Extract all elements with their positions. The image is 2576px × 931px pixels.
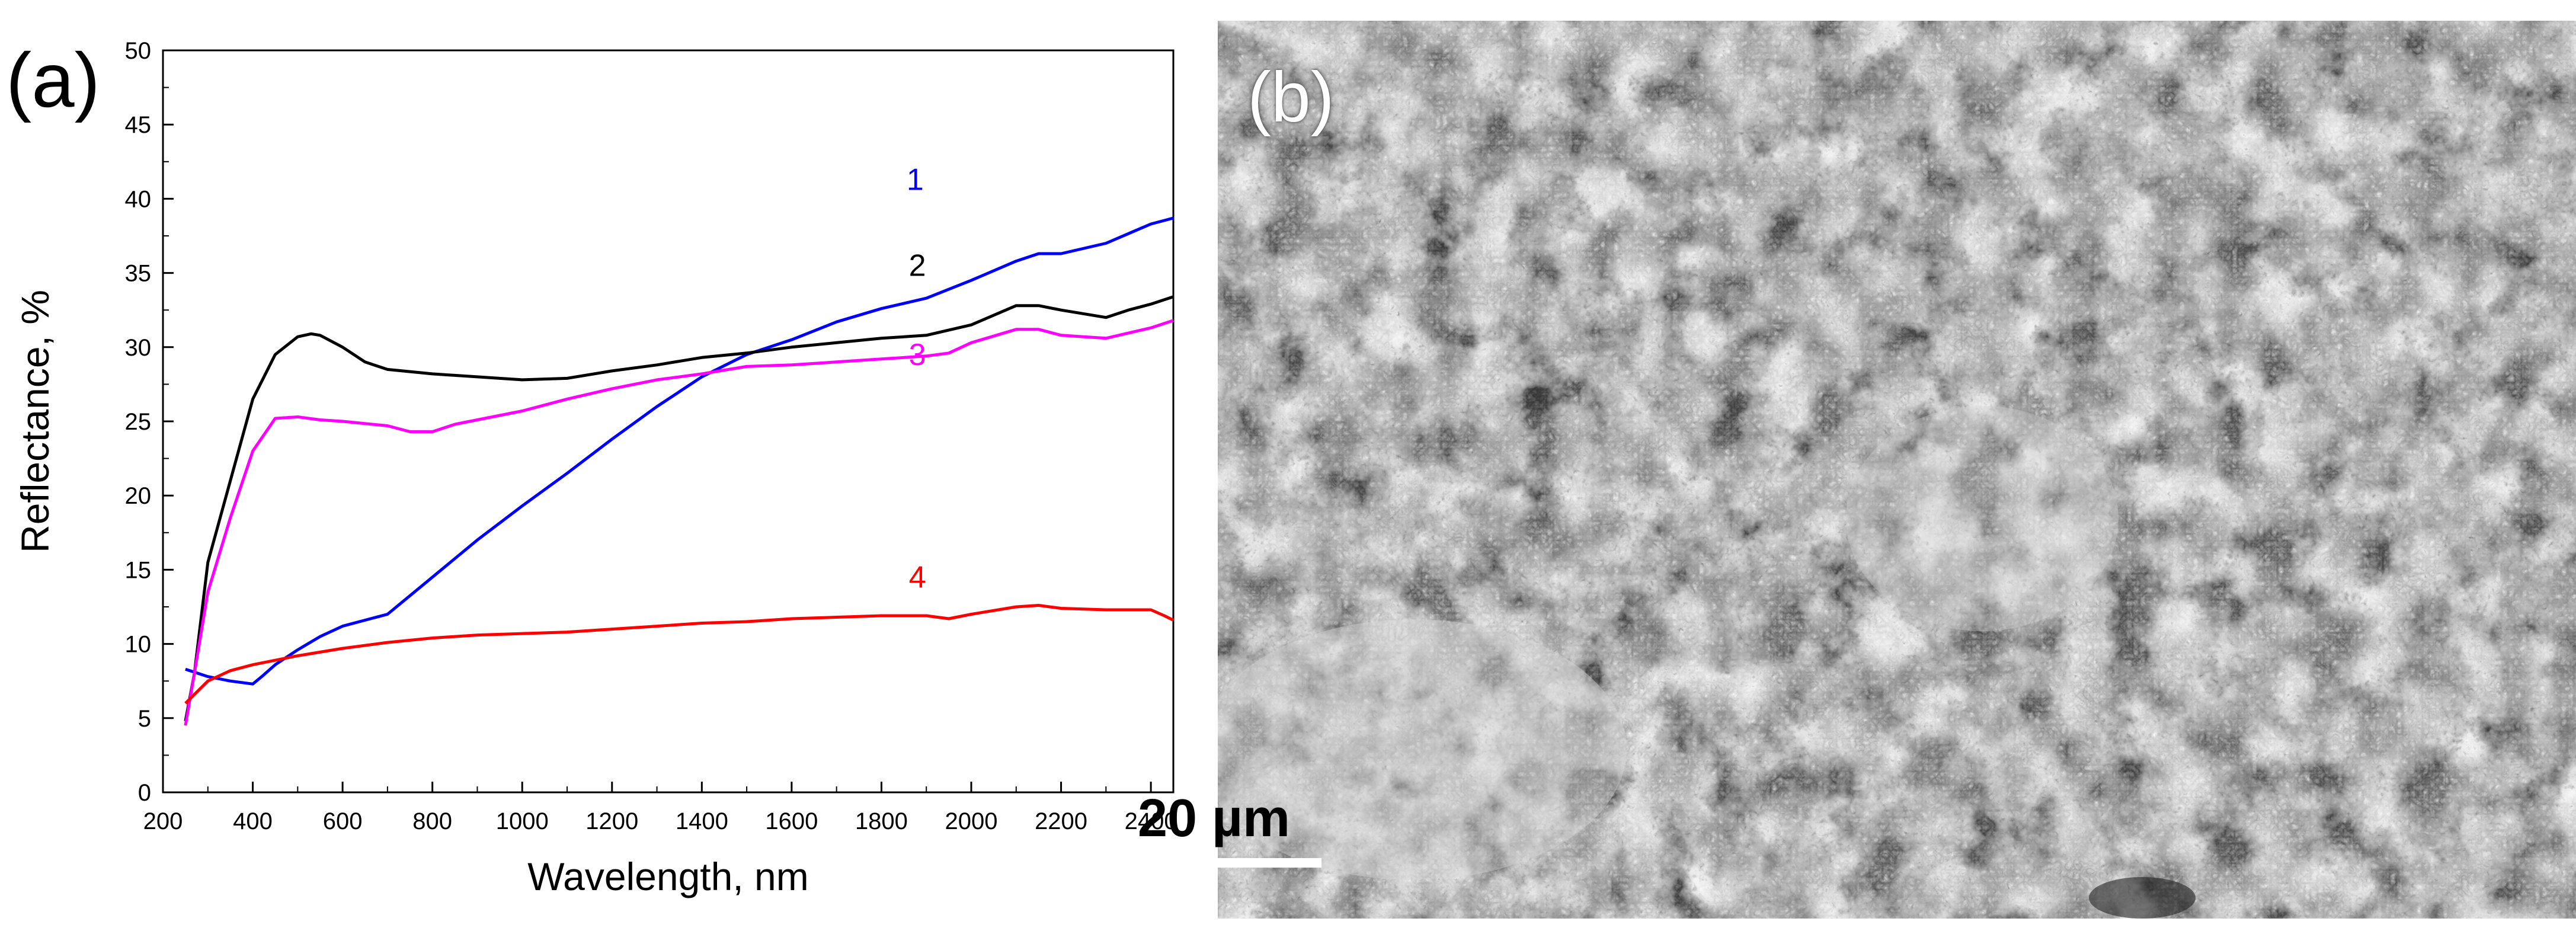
series-3-line [184,319,1174,726]
y-tick-label: 20 [125,483,152,509]
x-tick-label: 2200 [1035,808,1087,834]
reflectance-chart-panel: 200 400 600 800 1000 1200 1400 1600 1800 2000 2200… [0,0,1209,931]
y-tick-label: 50 [125,38,152,64]
x-tick-label: 800 [412,808,452,834]
x-tick-label: 1800 [855,808,908,834]
scale-bar-label: 20 µm [1138,789,1290,848]
x-tick-label: 600 [323,808,363,834]
y-tick-label: 35 [125,261,152,287]
x-tick-label: 2000 [945,808,998,834]
series-4-label: 4 [909,560,926,594]
x-tick-label: 1000 [496,808,549,834]
x-axis-title: Wavelength, nm [527,855,808,898]
sem-image-panel: (b) [1218,21,2576,919]
x-tick-label: 2400 [1125,808,1177,834]
series-1-label: 1 [907,162,924,197]
y-tick-label: 45 [125,112,152,138]
y-tick-label: 10 [125,632,152,658]
x-tick-label: 200 [143,808,183,834]
y-tick-label: 0 [138,780,151,806]
sem-micrograph [1218,21,2576,919]
series-2-label: 2 [909,249,926,283]
panel-a-label: (a) [6,37,100,123]
series-2-line [184,295,1174,722]
scale-bar [1126,858,1321,868]
series-1-line [185,216,1174,686]
y-tick-label: 30 [125,335,152,361]
panel-b-label: (b) [1247,57,1335,137]
x-tick-label: 400 [233,808,273,834]
y-tick-label: 15 [125,557,152,583]
x-tick-label: 1200 [585,808,638,834]
y-axis-title: Reflectance, % [13,290,57,553]
series-4-line [184,604,1175,705]
x-tick-label: 1600 [765,808,818,834]
y-tick-label: 40 [125,186,152,212]
plot-frame [162,49,1175,794]
series-3-label: 3 [909,338,926,372]
y-tick-label: 25 [125,409,152,435]
reflectance-chart: 200 400 600 800 1000 1200 1400 1600 1800 2000 2200… [13,38,1177,898]
x-tick-label: 1400 [676,808,728,834]
y-tick-label: 5 [138,706,151,732]
